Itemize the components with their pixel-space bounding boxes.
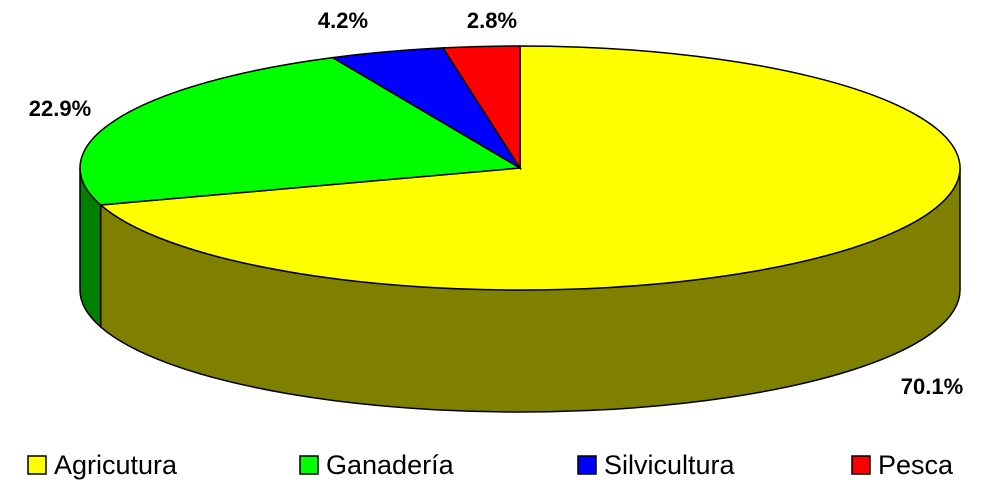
legend-label: Pesca bbox=[878, 450, 954, 480]
legend-label: Agricutura bbox=[54, 450, 178, 480]
legend-label: Ganadería bbox=[326, 450, 455, 480]
data-label: 4.2% bbox=[318, 8, 368, 33]
slice bbox=[79, 56, 523, 206]
legend-swatch bbox=[27, 455, 47, 475]
legend-label: Silvicultura bbox=[604, 450, 736, 480]
slice bbox=[441, 45, 521, 171]
data-label: 70.1% bbox=[901, 374, 963, 399]
data-label: 22.9% bbox=[29, 96, 91, 121]
legend-swatch bbox=[577, 455, 597, 475]
slice bbox=[98, 45, 961, 291]
data-label: 2.8% bbox=[467, 8, 517, 33]
legend-swatch bbox=[299, 455, 319, 475]
legend-swatch bbox=[851, 455, 871, 475]
